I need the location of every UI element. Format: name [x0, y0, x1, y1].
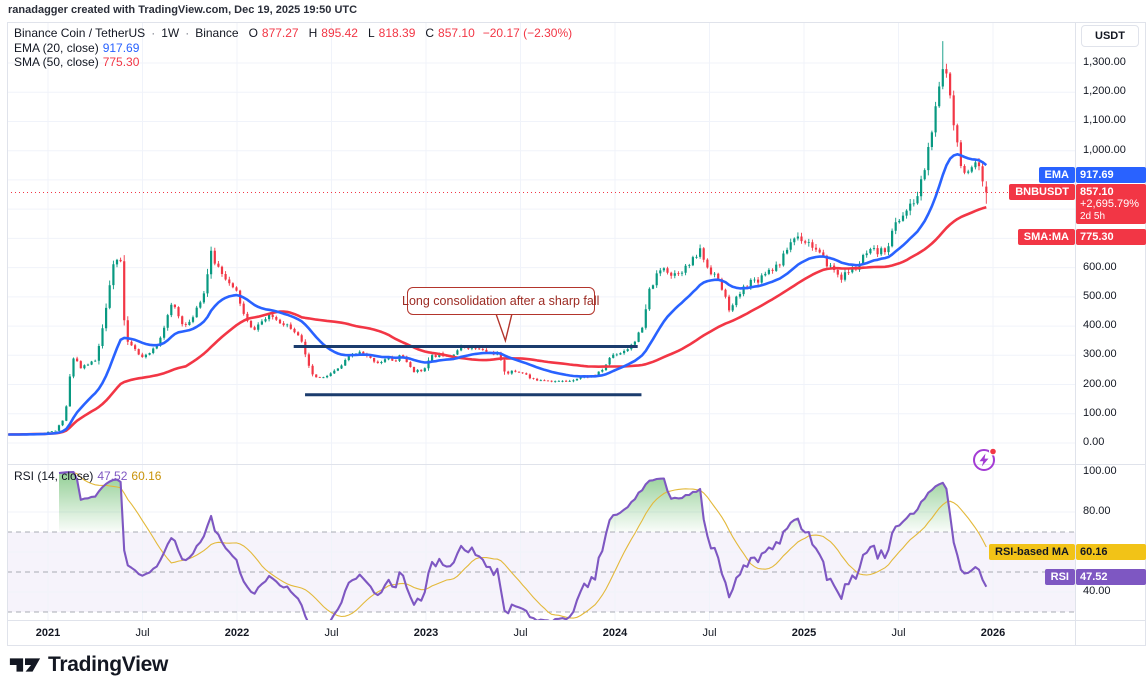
price-axis-tick: 1,300.00 — [1083, 55, 1126, 68]
rsi-legend-label: RSI (14, close) — [14, 469, 94, 483]
price-axis-tick: 400.00 — [1083, 319, 1117, 332]
ema-badge-value: 917.69 — [1076, 166, 1146, 183]
rsi-axis-tick: 40.00 — [1083, 585, 1111, 597]
rsi-legend[interactable]: RSI (14, close) 47.52 60.16 — [14, 469, 161, 483]
open-letter: O — [248, 26, 258, 40]
tradingview-logo-mark — [9, 658, 41, 672]
time-axis-label: 2026 — [980, 627, 1006, 639]
rsi-overbought-fill — [606, 478, 707, 532]
time-axis-label: Jul — [891, 627, 906, 639]
sma-legend-label: SMA (50, close) — [14, 55, 99, 69]
attribution-text: ranadagger created with TradingView.com,… — [8, 4, 358, 16]
annotation-text: Long consolidation after a sharp fall — [402, 294, 600, 309]
change-value: −20.17 (−2.30%) — [482, 26, 573, 40]
sma-line — [8, 206, 987, 436]
time-axis-label: Jul — [324, 627, 339, 639]
time-axis-label: Jul — [702, 627, 717, 639]
symbol-title: Binance Coin / TetherUS — [14, 26, 146, 40]
flash-refresh-icon[interactable] — [971, 445, 999, 473]
ema-badge-label: EMA — [1038, 166, 1075, 183]
price-axis-tick: 0.00 — [1083, 436, 1105, 448]
sma-badge-label: SMA:MA — [1017, 229, 1075, 246]
rsi-legend-value: 47.52 — [97, 469, 128, 483]
price-axis-tick: 600.00 — [1083, 260, 1117, 273]
rsi-ma-badge-label: RSI-based MA — [989, 543, 1075, 560]
high-letter: H — [308, 26, 318, 40]
tradingview-logo[interactable]: TradingView — [8, 651, 168, 679]
sma-badge-value: 775.30 — [1076, 229, 1146, 246]
price-axis-tick: 300.00 — [1083, 348, 1117, 361]
tradingview-logo-text: TradingView — [48, 653, 169, 676]
interval-label: 1W — [161, 26, 180, 40]
rsi-overbought-fill — [59, 472, 124, 532]
separator: · — [185, 26, 190, 40]
price-axis-tick: 200.00 — [1083, 377, 1117, 390]
ema-legend-value: 917.69 — [102, 41, 140, 55]
rsi-overbought-fill — [892, 482, 953, 532]
rsi-ma-badge-value: 60.16 — [1076, 543, 1146, 560]
price-axis-tick: 1,200.00 — [1083, 85, 1126, 98]
symbol-badge-value: 857.10 +2,695.79% 2d 5h — [1076, 184, 1146, 225]
rsi-badge-value: 47.52 — [1076, 568, 1146, 585]
rsi-axis-tick: 100.00 — [1083, 465, 1117, 477]
annotation-callout[interactable]: Long consolidation after a sharp fall — [402, 287, 599, 316]
price-axis-tick: 500.00 — [1083, 289, 1117, 302]
ema-legend-label: EMA (20, close) — [14, 41, 99, 55]
price-unit-button[interactable]: USDT — [1081, 25, 1139, 47]
time-axis-label: 2022 — [224, 627, 250, 639]
symbol-legend[interactable]: Binance Coin / TetherUS · 1W · Binance O… — [14, 26, 572, 40]
symbol-badge-label: BNBUSDT — [1009, 184, 1075, 201]
ema-legend[interactable]: EMA (20, close) 917.69 — [14, 41, 139, 55]
time-axis-label: 2025 — [791, 627, 817, 639]
rsi-pane[interactable] — [7, 471, 1075, 630]
close-letter: C — [425, 26, 435, 40]
sma-legend[interactable]: SMA (50, close) 775.30 — [14, 55, 139, 69]
time-axis-label: 2023 — [413, 627, 439, 639]
open-value: 877.27 — [261, 26, 299, 40]
rsi-badge-label: RSI — [1044, 568, 1075, 585]
time-axis-label: 2024 — [602, 627, 628, 639]
rsi-ma-legend-value: 60.16 — [131, 469, 162, 483]
low-value: 818.39 — [378, 26, 416, 40]
time-axis-label: Jul — [135, 627, 150, 639]
ema-line — [8, 153, 988, 436]
rsi-ma-line — [58, 471, 987, 619]
exchange-label: Binance — [195, 26, 239, 40]
time-axis-label: 2021 — [35, 627, 61, 639]
rsi-overbought-fill — [783, 518, 805, 532]
price-axis-tick: 1,100.00 — [1083, 114, 1126, 127]
close-value: 857.10 — [438, 26, 475, 40]
sma-legend-value: 775.30 — [102, 55, 140, 69]
price-axis-tick: 100.00 — [1083, 406, 1117, 419]
separator: · — [151, 26, 156, 40]
rsi-axis-tick: 80.00 — [1083, 505, 1111, 517]
low-letter: L — [367, 26, 375, 40]
price-axis-tick: 1,000.00 — [1083, 143, 1126, 156]
time-axis-label: Jul — [513, 627, 528, 639]
high-value: 895.42 — [321, 26, 358, 40]
rsi-line — [58, 471, 988, 620]
